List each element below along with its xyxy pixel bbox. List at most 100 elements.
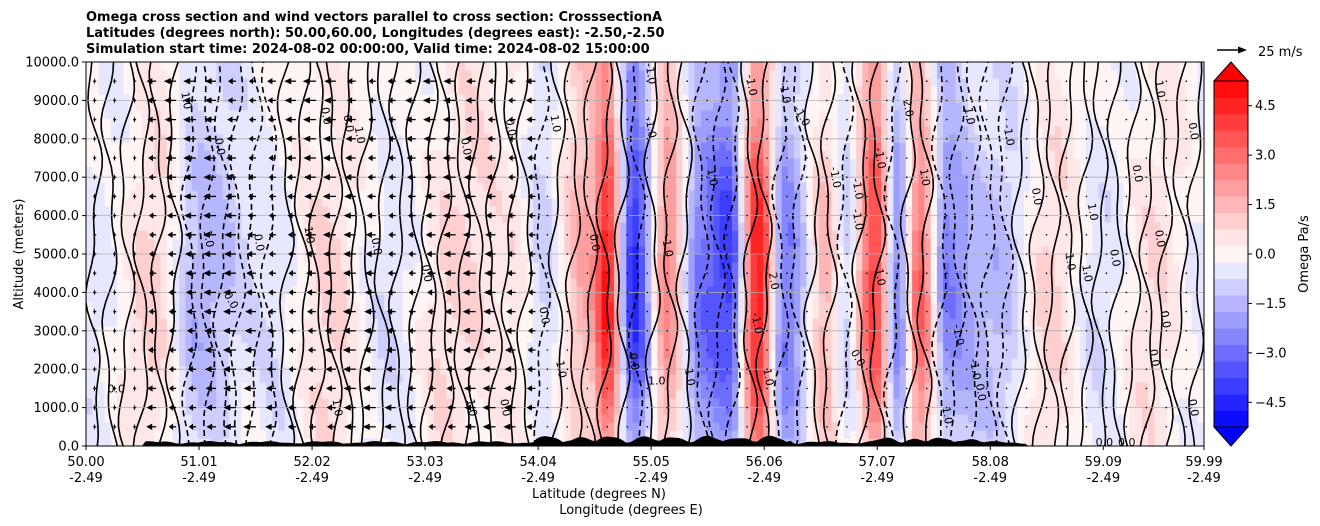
omega-cell [483, 206, 491, 215]
omega-cell [458, 246, 466, 255]
omega-cell [284, 438, 292, 446]
omega-cell [694, 158, 702, 167]
omega-cell [582, 310, 590, 319]
omega-cell [601, 254, 609, 263]
omega-cell [216, 406, 224, 415]
omega-cell [676, 142, 683, 151]
omega-cell [259, 174, 267, 183]
omega-cell [613, 206, 621, 215]
omega-cell [365, 294, 373, 303]
omega-cell [160, 414, 168, 423]
omega-cell [719, 150, 727, 159]
omega-cell [197, 174, 205, 183]
omega-cell [645, 238, 652, 247]
omega-cell [141, 198, 149, 207]
omega-cell [390, 302, 398, 311]
omega-cell [197, 270, 205, 279]
omega-cell [694, 78, 702, 87]
omega-cell [117, 206, 124, 215]
omega-cell [303, 102, 311, 111]
omega-cell [92, 222, 100, 231]
omega-cell [390, 358, 398, 367]
omega-cell [713, 198, 721, 207]
omega-cell [700, 86, 708, 95]
omega-cell [384, 398, 391, 407]
omega-cell [682, 350, 690, 359]
omega-cell [433, 334, 441, 343]
omega-cell [284, 270, 292, 279]
omega-cell [607, 390, 615, 399]
omega-cell [433, 382, 441, 391]
omega-cell [502, 150, 509, 159]
omega-cell [458, 294, 466, 303]
omega-cell [322, 398, 329, 407]
omega-cell [570, 342, 578, 351]
omega-cell [272, 118, 280, 127]
omega-cell [427, 182, 435, 191]
omega-cell [539, 270, 547, 279]
omega-cell [253, 342, 261, 351]
omega-cell [396, 334, 404, 343]
omega-cell [694, 222, 702, 231]
omega-cell [117, 270, 124, 279]
omega-cell [495, 214, 503, 223]
omega-cell [638, 198, 646, 207]
omega-cell [359, 374, 367, 383]
omega-cell [309, 278, 317, 287]
omega-cell [204, 294, 211, 303]
omega-cell [440, 214, 447, 223]
omega-cell [551, 294, 559, 303]
omega-cell [92, 294, 100, 303]
omega-cell [371, 406, 379, 415]
omega-cell [663, 262, 671, 271]
omega-cell [253, 382, 261, 391]
omega-cell [682, 374, 690, 383]
omega-cell [408, 86, 416, 95]
omega-cell [700, 430, 708, 439]
omega-cell [191, 430, 199, 439]
omega-cell [601, 110, 609, 119]
omega-cell [576, 262, 584, 271]
omega-cell [694, 406, 702, 415]
omega-cell [222, 374, 230, 383]
omega-cell [141, 102, 149, 111]
omega-cell [657, 126, 665, 135]
omega-cell [682, 310, 690, 319]
omega-cell [309, 334, 317, 343]
omega-cell [545, 142, 553, 151]
omega-cell [539, 118, 547, 127]
omega-cell [551, 86, 559, 95]
omega-cell [216, 430, 224, 439]
omega-cell [545, 222, 553, 231]
omega-cell [427, 374, 435, 383]
omega-cell [371, 198, 379, 207]
omega-cell [607, 190, 615, 199]
omega-cell [253, 126, 261, 135]
omega-cell [135, 254, 143, 263]
omega-cell [371, 158, 379, 167]
omega-cell [92, 214, 100, 223]
omega-cell [166, 286, 174, 295]
omega-cell [266, 254, 273, 263]
omega-cell [166, 430, 174, 439]
omega-cell [290, 278, 298, 287]
omega-cell [117, 126, 124, 135]
omega-cell [688, 110, 696, 119]
omega-cell [533, 334, 541, 343]
omega-cell [297, 374, 304, 383]
omega-cell [303, 398, 311, 407]
omega-cell [315, 430, 323, 439]
omega-cell [148, 102, 155, 111]
omega-cell [346, 206, 354, 215]
omega-cell [464, 150, 472, 159]
omega-cell [601, 102, 609, 111]
omega-cell [725, 430, 733, 439]
omega-cell [216, 246, 224, 255]
omega-cell [421, 150, 429, 159]
omega-cell [601, 126, 609, 135]
omega-cell [421, 358, 429, 367]
omega-cell [545, 150, 553, 159]
omega-cell [651, 158, 659, 167]
omega-cell [427, 142, 435, 151]
omega-cell [197, 334, 205, 343]
